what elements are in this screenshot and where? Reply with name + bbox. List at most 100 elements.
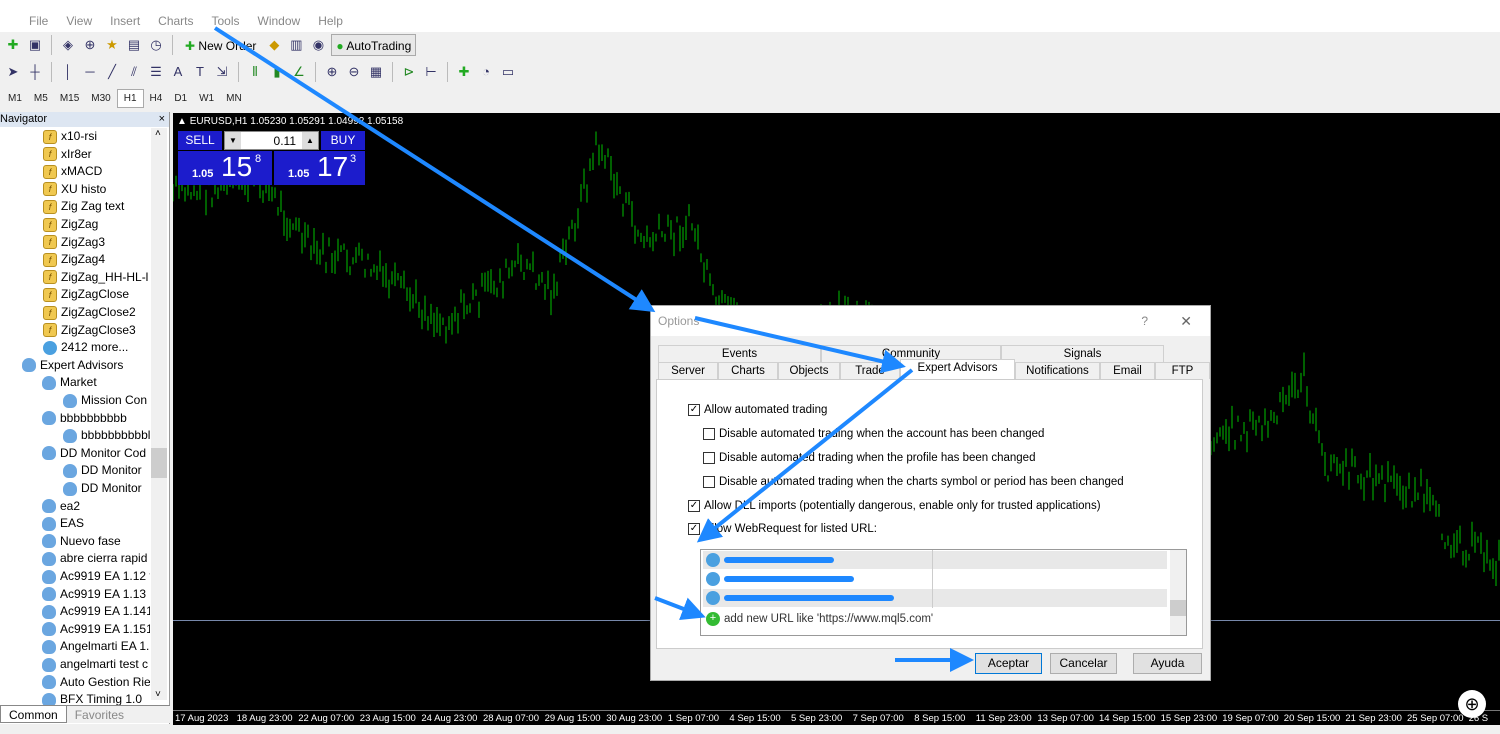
timeframe-h4[interactable]: H4 [149,93,163,104]
navigator-item[interactable]: f xIr8er [43,146,150,163]
zoom-out-icon[interactable]: ⊖ [348,64,360,79]
text-label-icon[interactable]: T [196,64,204,79]
tab-email[interactable]: Email [1100,362,1155,379]
navigator-item[interactable]: f ZigZag [43,216,150,233]
navigator-item[interactable]: f ZigZagClose3 [43,322,150,339]
navigator-item[interactable]: −bbbbbbbbbb [42,410,150,427]
checkbox-checked[interactable]: ✓ [688,523,700,535]
tab-ftp[interactable]: FTP [1155,362,1210,379]
add-url-row[interactable]: + add new URL like 'https://www.mql5.com' [703,609,1167,628]
crosshair-tool-icon[interactable]: ┼ [30,64,40,79]
tab-favorites[interactable]: Favorites [74,708,125,722]
buy-button[interactable]: BUY [321,131,365,150]
navigator-item[interactable]: Ac9919 EA 1.13 [42,586,150,603]
navigator-item[interactable]: bbbbbbbbbbl [63,427,150,444]
templates-icon[interactable]: ▭ [501,64,515,79]
navigator-item[interactable]: Ac9919 EA 1.141 [42,603,150,620]
checkbox-unchecked[interactable] [703,452,715,464]
navigator-item[interactable]: +Nuevo fase [42,533,150,550]
navigator-item[interactable]: DD Monitor [63,480,150,497]
navigator-item[interactable]: +ea2 [42,498,150,515]
cancel-button[interactable]: Cancelar [1050,653,1117,674]
tab-server[interactable]: Server [658,362,718,379]
menu-view[interactable]: View [66,14,93,28]
navigator-icon[interactable]: ★ [106,37,118,52]
help-button[interactable]: ? [1141,314,1148,328]
timeframe-h1[interactable]: H1 [116,89,144,108]
lot-decrease-icon[interactable]: ▼ [225,132,241,149]
candlestick-icon[interactable]: ▮ [273,64,281,79]
option-checkbox[interactable]: ✓ Allow automated trading [688,404,827,416]
navigator-item[interactable]: angelmarti test c [42,656,150,673]
navigator-item[interactable]: −Market [42,374,150,391]
cursor-icon[interactable]: ➤ [7,64,19,79]
option-checkbox[interactable]: ✓ Allow DLL imports (potentially dangerou… [688,500,1101,512]
navigator-item[interactable]: Ac9919 EA 1.12 f [42,568,150,585]
strategy-tester-icon[interactable]: ◷ [150,37,162,52]
zoom-in-icon[interactable]: ⊕ [326,64,338,79]
buy-price[interactable]: 1.05 17 3 [274,151,365,185]
navigator-item[interactable]: f ZigZag_HH-HL-l [43,269,150,286]
navigator-item[interactable]: BFX Timing 1.0 [42,691,150,708]
navigator-item[interactable]: +EAS [42,515,150,532]
market-watch-icon[interactable]: ◈ [63,37,73,52]
tab-charts[interactable]: Charts [718,362,778,379]
menu-window[interactable]: Window [257,14,301,28]
navigator-item[interactable]: f ZigZag4 [43,251,150,268]
trendline-icon[interactable]: ╱ [108,64,116,79]
profiles-icon[interactable]: ▣ [28,37,42,52]
timeframe-m1[interactable]: M1 [8,93,22,104]
zoom-magnifier-icon[interactable]: ⊕ [1458,690,1486,718]
option-checkbox[interactable]: Disable automated trading when the accou… [703,428,1044,440]
url-row[interactable] [703,589,1167,608]
menu-insert[interactable]: Insert [110,14,141,28]
scroll-down-icon[interactable]: ˅ [155,689,161,700]
bar-chart-icon[interactable]: ⫴ [252,64,258,79]
indicators-icon[interactable]: ✚ [458,64,470,79]
url-row[interactable] [703,570,1167,589]
lot-size-input[interactable]: ▼ 0.11 ▲ [224,131,319,150]
tab-common[interactable]: Common [0,706,67,723]
url-list-scrollbar[interactable] [1170,550,1186,635]
navigator-item[interactable]: f ZigZag3 [43,234,150,251]
metaeditor-icon[interactable]: ◆ [269,37,280,52]
navigator-item[interactable]: f ZigZagClose2 [43,304,150,321]
navigator-item[interactable]: f XU histo [43,181,150,198]
chart-shift-icon[interactable]: ⊢ [425,64,437,79]
tab-objects[interactable]: Objects [778,362,840,379]
crosshair-icon[interactable]: ⊕ [84,37,96,52]
navigator-item[interactable]: f ZigZagClose [43,286,150,303]
new-chart-icon[interactable]: ✚ [7,37,19,52]
help-dialog-button[interactable]: Ayuda [1133,653,1202,674]
timeframe-d1[interactable]: D1 [174,93,188,104]
navigator-item[interactable]: Mission Con [63,392,150,409]
timeframe-m5[interactable]: M5 [33,93,48,104]
timeframe-m30[interactable]: M30 [91,93,111,104]
navigator-item[interactable]: f Zig Zag text [43,198,150,215]
tab-events[interactable]: Events [658,345,821,362]
checkbox-unchecked[interactable] [703,476,715,488]
navigator-item[interactable]: Auto Gestion Rie [42,674,150,691]
navigator-item[interactable]: f xMACD [43,163,150,180]
navigator-item[interactable]: 2412 more... [43,339,150,356]
menu-tools[interactable]: Tools [211,14,240,28]
line-chart-icon[interactable]: ∠ [293,64,305,79]
horizontal-line-icon[interactable]: ─ [85,64,95,79]
auto-scroll-icon[interactable]: ⊳ [403,64,415,79]
scroll-thumb[interactable] [151,448,167,478]
timeframe-w1[interactable]: W1 [199,93,215,104]
timeframe-m15[interactable]: M15 [59,93,80,104]
fibonacci-icon[interactable]: ☰ [150,64,162,79]
text-icon[interactable]: A [173,64,183,79]
url-row[interactable] [703,551,1167,570]
terminal-icon[interactable]: ▤ [127,37,141,52]
timeframe-mn[interactable]: MN [226,93,242,104]
checkbox-checked[interactable]: ✓ [688,500,700,512]
scroll-thumb[interactable] [1170,600,1186,616]
menu-charts[interactable]: Charts [158,14,194,28]
checkbox-checked[interactable]: ✓ [688,404,700,416]
autotrading-button[interactable]: ● AutoTrading [331,34,417,56]
option-checkbox[interactable]: Disable automated trading when the chart… [703,476,1124,488]
tile-windows-icon[interactable]: ▦ [369,64,383,79]
tab-signals[interactable]: Signals [1001,345,1164,362]
